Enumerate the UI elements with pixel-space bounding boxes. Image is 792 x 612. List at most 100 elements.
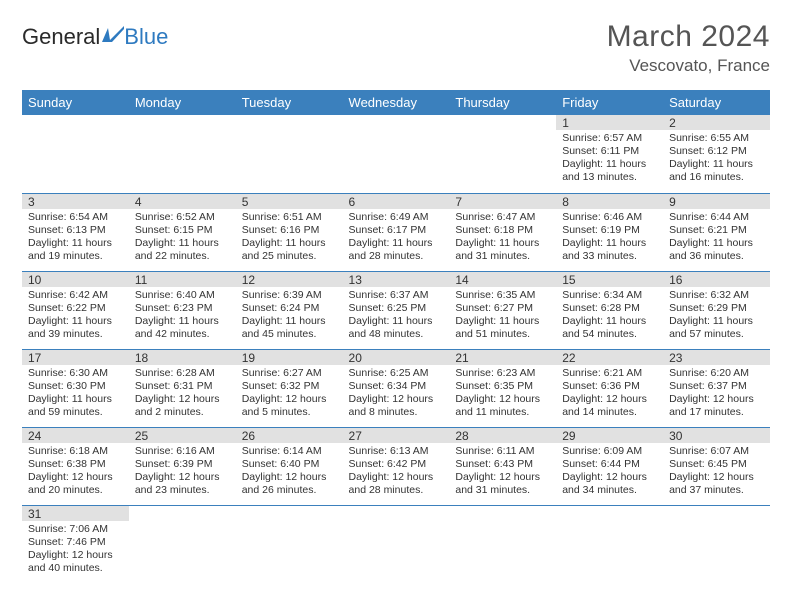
day-number: 12	[236, 272, 343, 287]
weekday-header: Saturday	[663, 90, 770, 115]
weekday-header: Sunday	[22, 90, 129, 115]
sunset-text: Sunset: 6:27 PM	[455, 302, 550, 315]
day-number	[22, 115, 129, 130]
calendar-day-cell	[22, 115, 129, 193]
sunset-text: Sunset: 6:37 PM	[669, 380, 764, 393]
day-number: 26	[236, 428, 343, 443]
calendar-day-cell: 30Sunrise: 6:07 AMSunset: 6:45 PMDayligh…	[663, 427, 770, 505]
logo-text-blue: Blue	[124, 24, 168, 50]
day-content: Sunrise: 6:09 AMSunset: 6:44 PMDaylight:…	[556, 443, 663, 502]
day-number	[343, 506, 450, 521]
daylight-text: Daylight: 11 hours and 54 minutes.	[562, 315, 657, 341]
title-block: March 2024 Vescovato, France	[607, 20, 770, 76]
calendar-day-cell	[236, 505, 343, 583]
sunrise-text: Sunrise: 6:21 AM	[562, 367, 657, 380]
sunrise-text: Sunrise: 6:18 AM	[28, 445, 123, 458]
calendar-day-cell: 23Sunrise: 6:20 AMSunset: 6:37 PMDayligh…	[663, 349, 770, 427]
day-content: Sunrise: 6:49 AMSunset: 6:17 PMDaylight:…	[343, 209, 450, 268]
calendar-day-cell: 1Sunrise: 6:57 AMSunset: 6:11 PMDaylight…	[556, 115, 663, 193]
sunrise-text: Sunrise: 6:30 AM	[28, 367, 123, 380]
sunrise-text: Sunrise: 6:51 AM	[242, 211, 337, 224]
sunset-text: Sunset: 6:18 PM	[455, 224, 550, 237]
sunset-text: Sunset: 6:40 PM	[242, 458, 337, 471]
daylight-text: Daylight: 12 hours and 2 minutes.	[135, 393, 230, 419]
calendar-day-cell: 19Sunrise: 6:27 AMSunset: 6:32 PMDayligh…	[236, 349, 343, 427]
daylight-text: Daylight: 11 hours and 33 minutes.	[562, 237, 657, 263]
day-number: 23	[663, 350, 770, 365]
daylight-text: Daylight: 11 hours and 39 minutes.	[28, 315, 123, 341]
sunrise-text: Sunrise: 6:23 AM	[455, 367, 550, 380]
day-content: Sunrise: 6:37 AMSunset: 6:25 PMDaylight:…	[343, 287, 450, 346]
day-content: Sunrise: 6:11 AMSunset: 6:43 PMDaylight:…	[449, 443, 556, 502]
calendar-day-cell: 29Sunrise: 6:09 AMSunset: 6:44 PMDayligh…	[556, 427, 663, 505]
day-content: Sunrise: 6:13 AMSunset: 6:42 PMDaylight:…	[343, 443, 450, 502]
calendar-day-cell: 16Sunrise: 6:32 AMSunset: 6:29 PMDayligh…	[663, 271, 770, 349]
day-number: 19	[236, 350, 343, 365]
calendar-day-cell	[343, 505, 450, 583]
day-content: Sunrise: 6:25 AMSunset: 6:34 PMDaylight:…	[343, 365, 450, 424]
day-content: Sunrise: 6:40 AMSunset: 6:23 PMDaylight:…	[129, 287, 236, 346]
day-number: 31	[22, 506, 129, 521]
day-number: 29	[556, 428, 663, 443]
weekday-header: Thursday	[449, 90, 556, 115]
sunrise-text: Sunrise: 6:20 AM	[669, 367, 764, 380]
day-number: 21	[449, 350, 556, 365]
day-content: Sunrise: 6:39 AMSunset: 6:24 PMDaylight:…	[236, 287, 343, 346]
calendar-day-cell: 13Sunrise: 6:37 AMSunset: 6:25 PMDayligh…	[343, 271, 450, 349]
day-content: Sunrise: 6:57 AMSunset: 6:11 PMDaylight:…	[556, 130, 663, 189]
month-title: March 2024	[607, 20, 770, 54]
sunset-text: Sunset: 6:35 PM	[455, 380, 550, 393]
daylight-text: Daylight: 12 hours and 40 minutes.	[28, 549, 123, 575]
day-number: 6	[343, 194, 450, 209]
sunrise-text: Sunrise: 6:35 AM	[455, 289, 550, 302]
daylight-text: Daylight: 11 hours and 31 minutes.	[455, 237, 550, 263]
sunset-text: Sunset: 7:46 PM	[28, 536, 123, 549]
sunset-text: Sunset: 6:29 PM	[669, 302, 764, 315]
day-content: Sunrise: 6:52 AMSunset: 6:15 PMDaylight:…	[129, 209, 236, 268]
calendar-day-cell: 21Sunrise: 6:23 AMSunset: 6:35 PMDayligh…	[449, 349, 556, 427]
calendar-day-cell: 27Sunrise: 6:13 AMSunset: 6:42 PMDayligh…	[343, 427, 450, 505]
sunset-text: Sunset: 6:39 PM	[135, 458, 230, 471]
sunrise-text: Sunrise: 6:57 AM	[562, 132, 657, 145]
day-content: Sunrise: 6:55 AMSunset: 6:12 PMDaylight:…	[663, 130, 770, 189]
day-number: 2	[663, 115, 770, 130]
calendar-day-cell: 31Sunrise: 7:06 AMSunset: 7:46 PMDayligh…	[22, 505, 129, 583]
day-number	[663, 506, 770, 521]
day-number: 22	[556, 350, 663, 365]
daylight-text: Daylight: 11 hours and 19 minutes.	[28, 237, 123, 263]
weekday-header: Wednesday	[343, 90, 450, 115]
sunrise-text: Sunrise: 6:28 AM	[135, 367, 230, 380]
day-number: 15	[556, 272, 663, 287]
sunrise-text: Sunrise: 6:27 AM	[242, 367, 337, 380]
day-content: Sunrise: 6:30 AMSunset: 6:30 PMDaylight:…	[22, 365, 129, 424]
day-content: Sunrise: 6:51 AMSunset: 6:16 PMDaylight:…	[236, 209, 343, 268]
day-content: Sunrise: 6:20 AMSunset: 6:37 PMDaylight:…	[663, 365, 770, 424]
daylight-text: Daylight: 12 hours and 26 minutes.	[242, 471, 337, 497]
day-number: 11	[129, 272, 236, 287]
day-number	[449, 115, 556, 130]
sunset-text: Sunset: 6:24 PM	[242, 302, 337, 315]
sunset-text: Sunset: 6:12 PM	[669, 145, 764, 158]
day-number	[556, 506, 663, 521]
calendar-day-cell	[663, 505, 770, 583]
daylight-text: Daylight: 12 hours and 31 minutes.	[455, 471, 550, 497]
sunrise-text: Sunrise: 6:11 AM	[455, 445, 550, 458]
day-content: Sunrise: 6:46 AMSunset: 6:19 PMDaylight:…	[556, 209, 663, 268]
calendar-day-cell	[129, 505, 236, 583]
logo-text-general: General	[22, 24, 100, 50]
day-number: 9	[663, 194, 770, 209]
daylight-text: Daylight: 11 hours and 16 minutes.	[669, 158, 764, 184]
day-number	[129, 506, 236, 521]
sunrise-text: Sunrise: 6:54 AM	[28, 211, 123, 224]
calendar-week-row: 17Sunrise: 6:30 AMSunset: 6:30 PMDayligh…	[22, 349, 770, 427]
sunrise-text: Sunrise: 6:09 AM	[562, 445, 657, 458]
sunset-text: Sunset: 6:36 PM	[562, 380, 657, 393]
sunrise-text: Sunrise: 6:13 AM	[349, 445, 444, 458]
daylight-text: Daylight: 12 hours and 23 minutes.	[135, 471, 230, 497]
daylight-text: Daylight: 12 hours and 37 minutes.	[669, 471, 764, 497]
sunrise-text: Sunrise: 6:46 AM	[562, 211, 657, 224]
calendar-week-row: 1Sunrise: 6:57 AMSunset: 6:11 PMDaylight…	[22, 115, 770, 193]
calendar-week-row: 24Sunrise: 6:18 AMSunset: 6:38 PMDayligh…	[22, 427, 770, 505]
calendar-day-cell: 4Sunrise: 6:52 AMSunset: 6:15 PMDaylight…	[129, 193, 236, 271]
day-content: Sunrise: 6:42 AMSunset: 6:22 PMDaylight:…	[22, 287, 129, 346]
